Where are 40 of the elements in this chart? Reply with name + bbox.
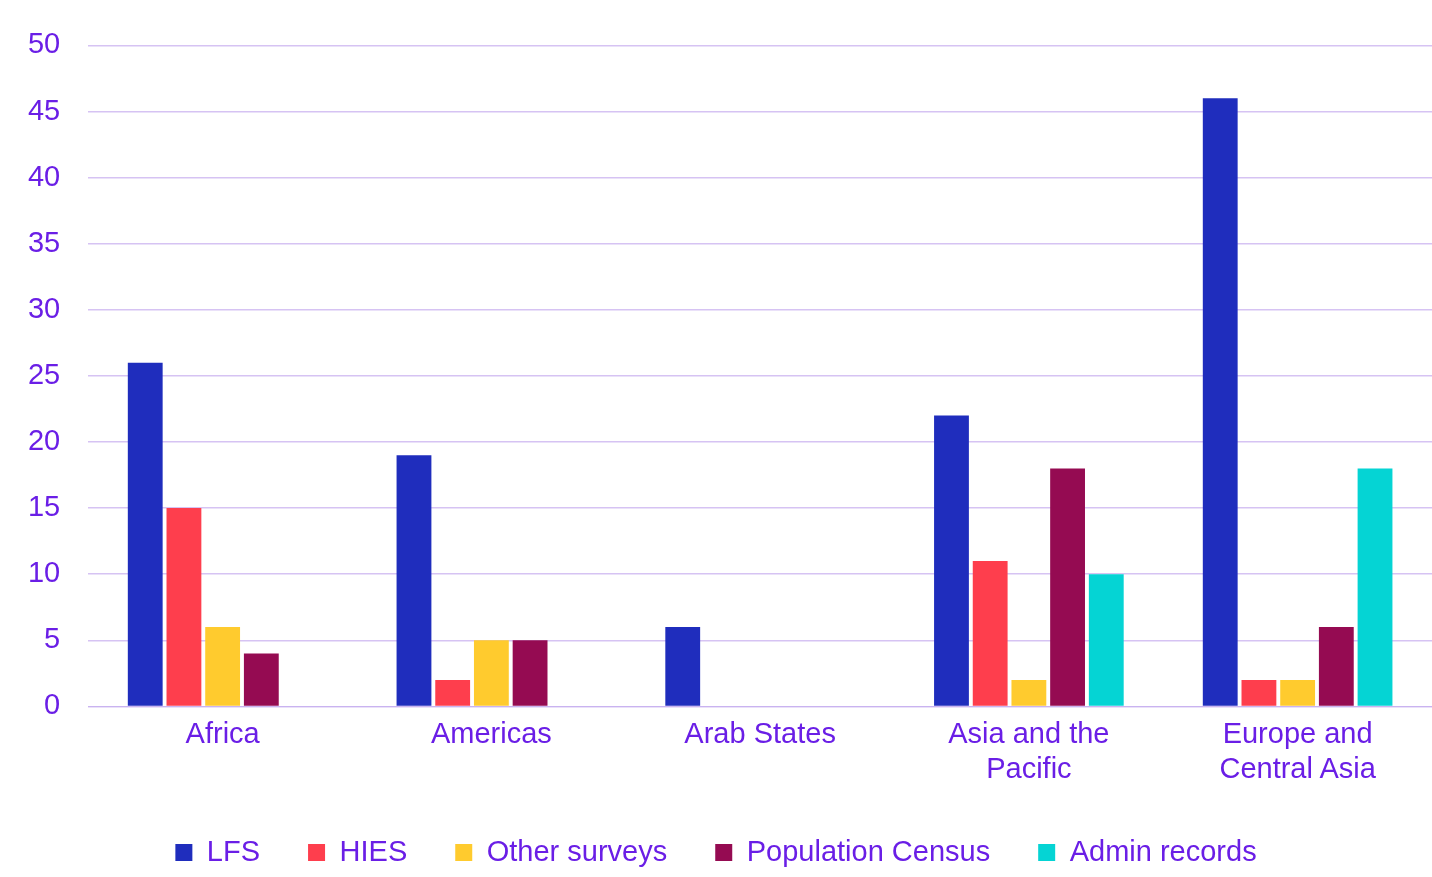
y-tick-label: 15: [27, 490, 61, 523]
y-tick-label: 30: [27, 291, 61, 324]
bar: [972, 560, 1008, 706]
x-tick-label: Europe and Central Asia: [1219, 716, 1377, 784]
x-tick-label: Asia and the Pacific: [948, 716, 1110, 784]
bar: [166, 508, 202, 706]
bar: [1280, 679, 1316, 706]
legend-label: Population Census: [746, 834, 991, 867]
legend-label: Other surveys: [486, 834, 668, 867]
y-tick-label: 20: [27, 424, 61, 456]
y-tick-label: 10: [27, 556, 61, 589]
bar: [1202, 98, 1238, 706]
bar: [435, 679, 471, 706]
x-tick-label: Arab States: [684, 716, 836, 749]
bar: [1318, 627, 1354, 706]
bar: [127, 362, 163, 706]
y-tick-label: 40: [27, 159, 61, 192]
legend-label: Admin records: [1069, 834, 1257, 867]
bar: [243, 653, 279, 706]
legend-label: HIES: [339, 834, 408, 867]
bar: [205, 627, 241, 706]
legend-label: LFS: [206, 834, 261, 867]
bar: [665, 627, 701, 706]
bar: [1050, 468, 1085, 706]
bar: [1088, 574, 1124, 706]
x-tick-label: Africa: [185, 716, 261, 749]
y-tick-label: 0: [44, 688, 61, 721]
bar: [473, 640, 509, 706]
y-tick-label: 25: [27, 357, 61, 390]
y-tick-label: 45: [27, 93, 61, 126]
y-tick-label: 50: [27, 27, 61, 60]
y-tick-label: 5: [44, 622, 61, 655]
bar: [1011, 679, 1047, 706]
y-tick-label: 35: [27, 225, 61, 258]
bar: [1241, 679, 1277, 706]
x-tick-label: Americas: [430, 716, 552, 749]
bar: [512, 640, 548, 706]
bar: [396, 455, 432, 706]
bar: [1357, 468, 1393, 706]
bar: [934, 415, 969, 706]
